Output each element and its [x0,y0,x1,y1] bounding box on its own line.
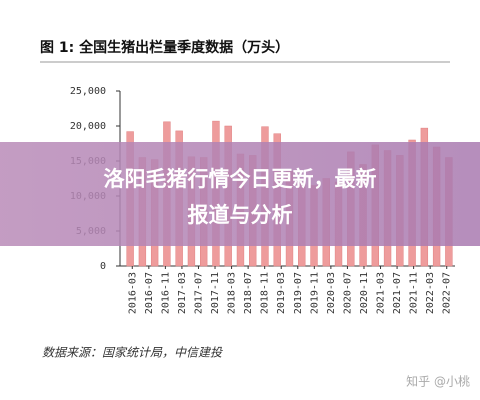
x-tick-label: 2021-07 [392,272,403,314]
x-tick-label: 2020-03 [326,272,337,314]
y-tick-label: 20,000 [70,121,106,132]
overlay-banner [0,142,480,246]
x-tick-label: 2019-03 [276,272,287,314]
watermark: 知乎 @小桃 [406,374,470,389]
x-tick-label: 2019-07 [293,272,304,314]
x-tick-label: 2018-07 [243,272,254,314]
x-tick-label: 2021-11 [409,272,420,314]
chart-title: 图 1: 全国生猪出栏量季度数据（万头） [40,39,289,56]
x-tick-label: 2020-07 [342,272,353,314]
x-tick-label: 2016-07 [144,272,155,314]
x-tick-label: 2016-03 [127,272,138,314]
overlay-title-line: 报道与分析 [188,203,293,227]
y-tick-label: 0 [100,261,106,272]
y-tick-label: 25,000 [70,86,106,97]
x-tick-label: 2020-11 [359,272,370,314]
x-tick-label: 2022-03 [425,272,436,314]
x-tick-label: 2017-07 [193,272,204,314]
x-tick-label: 2017-11 [210,272,221,314]
x-tick-label: 2021-03 [376,272,387,314]
x-tick-label: 2016-11 [160,272,171,314]
x-tick-label: 2018-03 [227,272,238,314]
x-tick-label: 2017-03 [177,272,188,314]
x-tick-label: 2019-11 [309,272,320,314]
source-note: 数据来源：国家统计局，中信建投 [42,346,223,360]
overlay-title-line: 洛阳毛猪行情今日更新，最新 [104,167,377,191]
x-tick-label: 2022-07 [442,272,453,314]
x-tick-label: 2018-11 [260,272,271,314]
